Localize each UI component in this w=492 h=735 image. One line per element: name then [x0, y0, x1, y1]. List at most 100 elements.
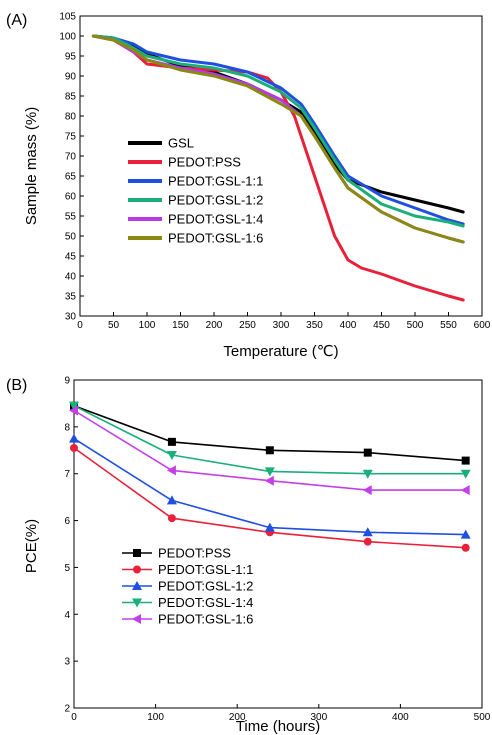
- panel-b-y-ticks: 2 3 4 5 6 7 8 9: [64, 376, 78, 715]
- y-tick-label: 35: [65, 292, 77, 303]
- y-tick-label: 2: [64, 704, 70, 715]
- legend-label: PEDOT:GSL-1:2: [168, 193, 263, 208]
- y-tick-label: 5: [64, 563, 70, 574]
- data-point: [167, 514, 176, 523]
- legend-label: PEDOT:GSL-1:2: [158, 579, 253, 594]
- y-tick-label: 70: [65, 152, 77, 163]
- legend-label: PEDOT:GSL-1:4: [168, 212, 263, 227]
- legend-marker: [132, 581, 142, 590]
- y-tick-label: 40: [65, 272, 77, 283]
- y-tick-label: 9: [64, 376, 70, 387]
- panel-b-series: [69, 401, 471, 552]
- data-point: [362, 485, 372, 496]
- x-tick-label: 200: [206, 320, 223, 331]
- panel-a-y-axis-title: Sample mass (%): [23, 107, 40, 225]
- legend-label: PEDOT:GSL-1:6: [158, 612, 253, 627]
- y-tick-label: 45: [65, 252, 77, 263]
- legend-marker: [132, 598, 142, 608]
- y-tick-label: 60: [65, 192, 77, 203]
- y-tick-label: 105: [59, 12, 76, 23]
- panel-a-legend: GSL PEDOT:PSS PEDOT:GSL-1:1 PEDOT:GSL-1:2 PE…: [128, 136, 263, 246]
- legend-label: PEDOT:GSL-1:4: [158, 595, 253, 610]
- y-tick-label: 30: [65, 312, 77, 323]
- data-point: [69, 401, 79, 411]
- y-tick-label: 6: [64, 516, 70, 527]
- data-point: [69, 433, 79, 443]
- y-tick-label: 95: [65, 52, 77, 63]
- x-tick-label: 0: [77, 320, 83, 331]
- data-point: [363, 537, 372, 546]
- panel-b-plot-frame: [73, 379, 483, 709]
- legend-label: PEDOT:GSL-1:6: [168, 231, 263, 246]
- x-tick-label: 350: [306, 320, 323, 331]
- x-tick-label: 0: [71, 712, 77, 723]
- series-line-5: [91, 34, 465, 244]
- data-point: [166, 495, 177, 505]
- x-tick-label: 100: [147, 712, 164, 723]
- y-tick-label: 90: [65, 72, 77, 83]
- data-point: [70, 443, 78, 452]
- legend-label: PEDOT:GSL-1:1: [168, 174, 263, 189]
- y-tick-label: 85: [65, 92, 77, 103]
- series-line-1: [91, 34, 465, 214]
- legend-label: PEDOT:PSS: [158, 546, 231, 561]
- panel-a-series: [91, 34, 465, 302]
- x-tick-label: 400: [340, 320, 357, 331]
- legend-marker: [133, 549, 141, 557]
- panel-b-label: (B): [6, 377, 27, 394]
- legend-label: GSL: [168, 136, 194, 151]
- x-tick-label: 550: [440, 320, 457, 331]
- data-point: [461, 543, 470, 552]
- series-line-6: [91, 34, 465, 244]
- data-point: [461, 456, 470, 465]
- data-point: [264, 475, 274, 486]
- legend-marker: [132, 614, 141, 624]
- panel-a-x-axis-title: Temperature (℃): [223, 343, 338, 360]
- data-point: [460, 529, 471, 539]
- y-tick-label: 65: [65, 172, 77, 183]
- x-tick-label: 100: [139, 320, 156, 331]
- panel-a-x-ticks: 0 50 100 150 200 250 300 350 400 450 500 550 600: [77, 312, 491, 331]
- x-tick-label: 300: [310, 712, 327, 723]
- data-point: [69, 405, 78, 416]
- series-line-4: [91, 34, 465, 228]
- y-tick-label: 100: [59, 32, 76, 43]
- y-tick-label: 8: [64, 422, 70, 433]
- series-line-2: [91, 34, 465, 302]
- panel-a-label: (A): [6, 12, 27, 29]
- x-tick-label: 50: [108, 320, 120, 331]
- legend-label: PEDOT:GSL-1:1: [158, 562, 253, 577]
- data-point: [265, 446, 274, 455]
- x-tick-label: 400: [392, 712, 409, 723]
- y-tick-label: 3: [64, 657, 70, 668]
- y-tick-label: 4: [64, 610, 70, 621]
- panel-b-legend: PEDOT:PSSPEDOT:GSL-1:1PEDOT:GSL-1:2PEDOT…: [122, 546, 253, 627]
- panel-a: (A) 0 50 100 150 200 250 300 350 400 450 500 550 600…: [6, 12, 491, 361]
- y-tick-label: 55: [65, 212, 77, 223]
- panel-a-y-ticks: 30 35 40 45 50 55 60 65 70 75 80 85 90 95 100 105: [59, 12, 84, 323]
- data-point: [264, 467, 275, 477]
- data-point: [363, 448, 372, 457]
- x-tick-label: 500: [474, 712, 491, 723]
- data-point: [460, 469, 471, 479]
- y-tick-label: 7: [64, 469, 70, 480]
- data-point: [167, 437, 176, 446]
- x-tick-label: 500: [407, 320, 424, 331]
- data-point: [362, 469, 373, 479]
- data-point: [460, 485, 470, 496]
- y-tick-label: 75: [65, 132, 77, 143]
- series-line-3: [91, 34, 465, 226]
- legend-marker: [133, 565, 141, 574]
- legend-label: PEDOT:PSS: [168, 155, 241, 170]
- panel-b-x-ticks: 0 100 200 300 400 500: [71, 704, 491, 723]
- panel-b-y-axis-title: PCE(%): [23, 519, 40, 573]
- x-tick-label: 300: [273, 320, 290, 331]
- y-tick-label: 50: [65, 232, 77, 243]
- x-tick-label: 200: [229, 712, 246, 723]
- y-tick-label: 80: [65, 112, 77, 123]
- x-tick-label: 600: [474, 320, 491, 331]
- panel-a-plot-frame: [79, 15, 483, 317]
- data-point: [166, 465, 176, 476]
